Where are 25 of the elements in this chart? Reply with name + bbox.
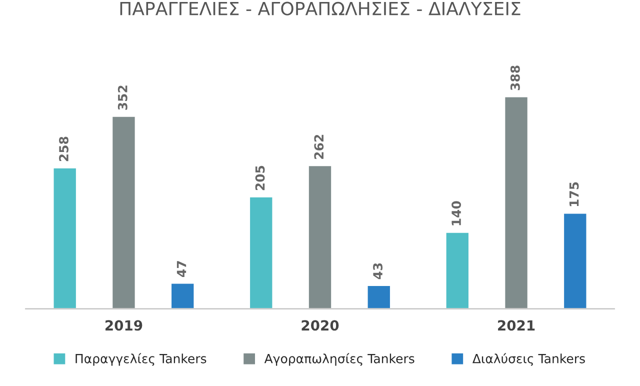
x-tick-label: 2019 bbox=[106, 320, 142, 331]
data-label: 43 bbox=[373, 263, 383, 280]
chart-title: ΠΑΡΑΓΓΕΛΙΕΣ - ΑΓΟΡΑΠΩΛΗΣΙΕΣ - ΔΙΑΛΥΣΕΙΣ bbox=[120, 2, 520, 16]
legend-label: Διαλύσεις Tankers bbox=[472, 353, 585, 366]
data-label: 258 bbox=[59, 136, 68, 162]
x-tick-label: 2020 bbox=[302, 320, 339, 331]
data-label: 352 bbox=[118, 86, 128, 110]
data-label: 388 bbox=[510, 66, 520, 90]
bar bbox=[111, 116, 136, 309]
legend-label: Αγοραπωλησίες Tankers bbox=[264, 353, 414, 366]
data-label: 175 bbox=[569, 182, 579, 206]
data-label: 47 bbox=[176, 261, 186, 277]
bar bbox=[308, 164, 332, 309]
bar bbox=[562, 212, 588, 309]
x-tick-label: 2021 bbox=[498, 320, 535, 331]
legend-label: Παραγγελίες Tankers bbox=[76, 353, 206, 366]
data-label: 262 bbox=[314, 134, 324, 159]
bar bbox=[504, 96, 529, 309]
bar bbox=[170, 282, 196, 309]
bar bbox=[248, 196, 274, 309]
data-label: 140 bbox=[452, 201, 462, 226]
bar bbox=[52, 166, 78, 309]
data-label: 205 bbox=[255, 166, 265, 190]
bar bbox=[366, 284, 392, 309]
bar bbox=[444, 232, 470, 309]
